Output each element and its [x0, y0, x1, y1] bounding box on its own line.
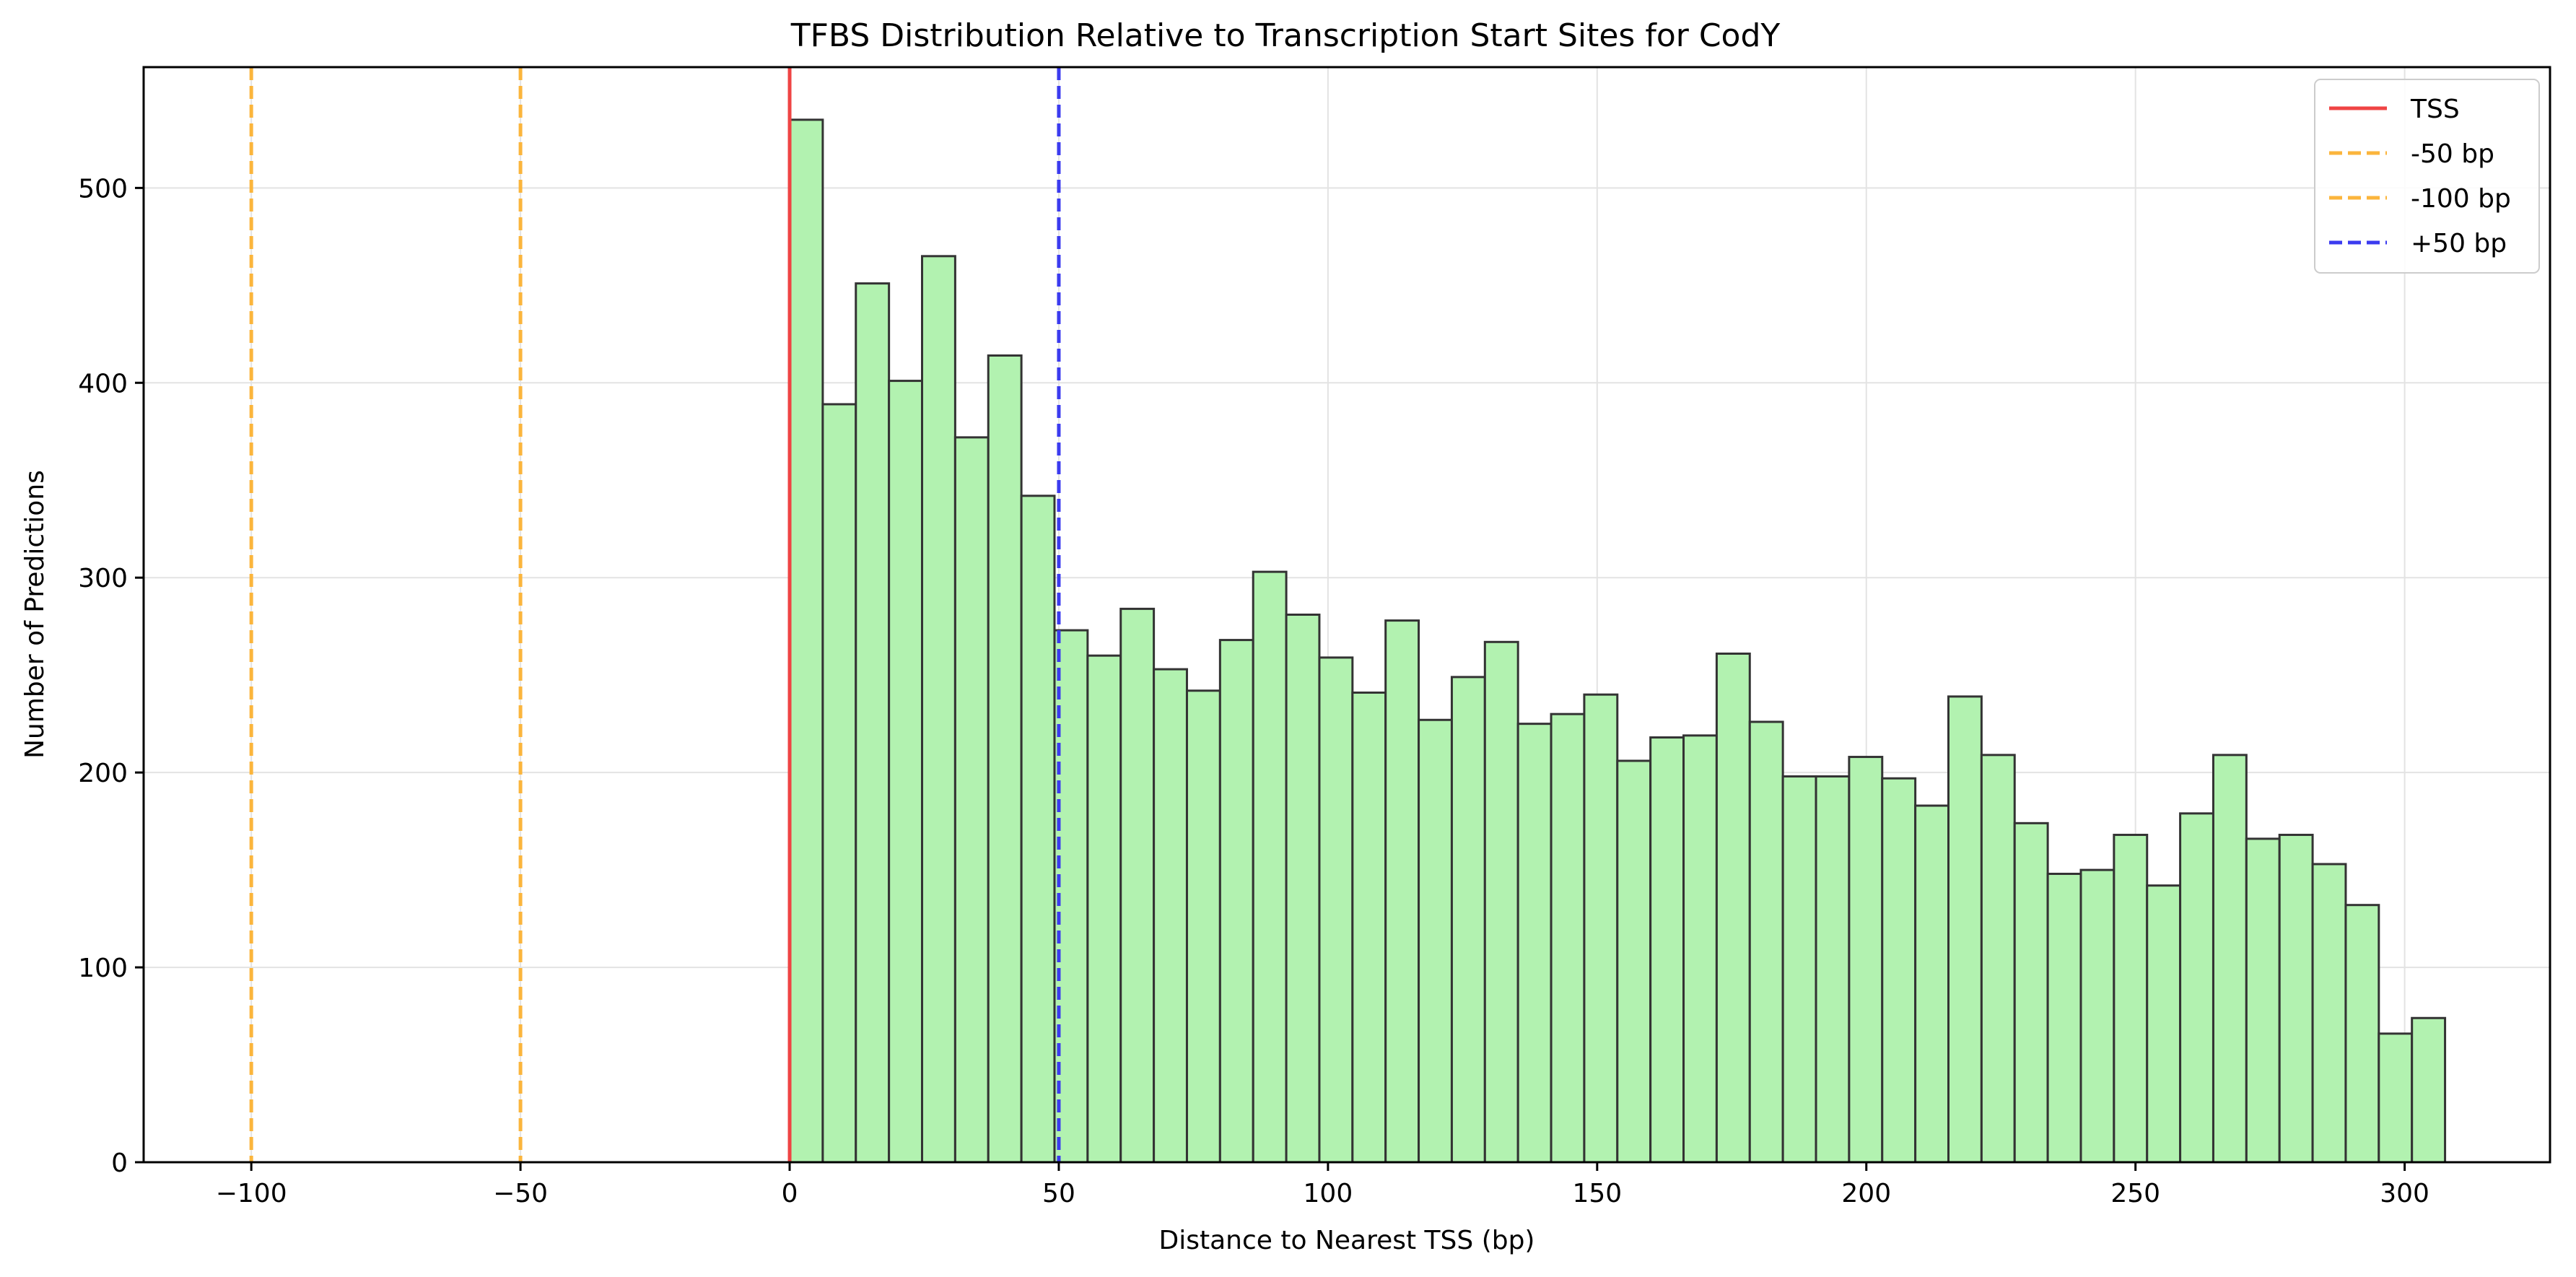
- histogram-bar: [1450, 676, 1486, 1164]
- histogram-bar: [2046, 873, 2082, 1164]
- chart-title: TFBS Distribution Relative to Transcript…: [790, 17, 1781, 54]
- histogram-bar: [1815, 775, 1851, 1164]
- histogram-bar: [987, 354, 1023, 1164]
- histogram-bar: [953, 436, 990, 1164]
- y-tick-label: 100: [78, 954, 128, 983]
- histogram-bar: [821, 403, 857, 1164]
- histogram-bar: [1616, 759, 1652, 1164]
- histogram-bar: [1914, 804, 1950, 1164]
- legend-label: -50 bp: [2411, 139, 2494, 169]
- histogram-bar: [2411, 1016, 2447, 1164]
- y-tick-label: 500: [78, 174, 128, 204]
- y-tick-label: 200: [78, 759, 128, 788]
- histogram-bar: [1153, 668, 1188, 1164]
- histogram-bar: [1483, 640, 1519, 1164]
- histogram-bar: [1649, 736, 1685, 1164]
- histogram-bar: [1550, 712, 1586, 1164]
- histogram-bar: [1418, 718, 1453, 1164]
- histogram-bar: [2179, 812, 2214, 1164]
- x-axis-label: Distance to Nearest TSS (bp): [1159, 1226, 1535, 1255]
- histogram-bar: [1086, 654, 1122, 1164]
- histogram-bar: [2113, 834, 2149, 1164]
- histogram-bar: [1318, 656, 1354, 1164]
- histogram-bar: [2079, 868, 2116, 1164]
- histogram-bar: [1583, 693, 1619, 1164]
- histogram-bar: [1020, 494, 1056, 1164]
- reference-lines: [249, 67, 1061, 1162]
- x-tick-label: −50: [493, 1179, 548, 1208]
- x-tick-label: 300: [2380, 1179, 2429, 1208]
- histogram-bar: [2344, 904, 2380, 1164]
- histogram-bar: [1185, 689, 1221, 1164]
- legend-label: -100 bp: [2411, 184, 2511, 214]
- x-tick-label: 0: [782, 1179, 798, 1208]
- histogram-bar: [1781, 775, 1817, 1164]
- y-tick-label: 300: [78, 564, 128, 593]
- y-axis-ticks: 0 100 200 300 400 500: [78, 174, 144, 1178]
- histogram-bar: [2278, 834, 2314, 1164]
- histogram-bar: [1748, 720, 1784, 1164]
- histogram-bar: [1682, 734, 1718, 1164]
- histogram-bar: [2245, 837, 2281, 1164]
- plot-frame: [142, 66, 2551, 1164]
- histogram-bar: [1947, 695, 1983, 1164]
- histogram-bar: [2311, 863, 2347, 1164]
- histogram-bar: [1285, 614, 1321, 1164]
- histogram-bar: [1384, 619, 1420, 1164]
- histogram-bar: [1881, 777, 1917, 1164]
- histogram-bar: [2378, 1032, 2414, 1164]
- histogram-bar: [2013, 821, 2049, 1164]
- histogram-bar: [855, 282, 891, 1164]
- histogram-bar: [1252, 570, 1288, 1164]
- legend-label: +50 bp: [2411, 229, 2507, 258]
- x-axis-ticks: −100 −50 0 50 100 150 200 250 300: [216, 1162, 2429, 1208]
- histogram-bar: [1715, 652, 1751, 1164]
- legend-box: [2314, 79, 2540, 274]
- histogram-bar: [2212, 754, 2248, 1164]
- histogram-bar: [921, 255, 956, 1164]
- histogram-bar: [788, 118, 824, 1164]
- x-tick-label: 100: [1304, 1179, 1353, 1208]
- x-tick-label: −100: [216, 1179, 287, 1208]
- legend: TSS -50 bp -100 bp +50 bp: [2314, 79, 2540, 274]
- histogram-bar: [1516, 723, 1553, 1164]
- x-tick-label: 150: [1572, 1179, 1622, 1208]
- x-tick-label: 250: [2110, 1179, 2160, 1208]
- y-axis-label: Number of Predictions: [20, 470, 50, 759]
- x-tick-label: 50: [1042, 1179, 1075, 1208]
- histogram-bar: [1218, 639, 1254, 1164]
- histogram-bar: [1980, 754, 2016, 1164]
- histogram-bar: [1351, 691, 1387, 1164]
- y-tick-label: 400: [78, 369, 128, 398]
- x-tick-label: 200: [1841, 1179, 1891, 1208]
- legend-label: TSS: [2410, 95, 2460, 124]
- y-tick-label: 0: [111, 1149, 128, 1178]
- histogram-bar: [1119, 607, 1156, 1164]
- histogram-bar: [888, 380, 924, 1164]
- bars: [788, 118, 2447, 1164]
- histogram-bar: [1848, 756, 1884, 1164]
- histogram-bar: [2146, 884, 2182, 1164]
